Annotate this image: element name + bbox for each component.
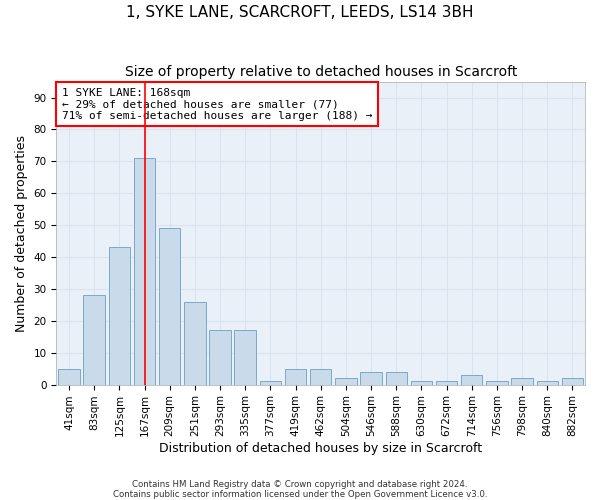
Bar (486, 382, 508, 384)
Bar (436, 382, 457, 384)
X-axis label: Distribution of detached houses by size in Scarcroft: Distribution of detached houses by size … (159, 442, 482, 455)
Bar (461, 375, 482, 384)
Bar (134, 158, 155, 384)
Bar (159, 228, 181, 384)
Bar (335, 378, 356, 384)
Bar (511, 378, 533, 384)
Y-axis label: Number of detached properties: Number of detached properties (15, 134, 28, 332)
Bar (386, 372, 407, 384)
Bar (361, 372, 382, 384)
Bar (235, 330, 256, 384)
Title: Size of property relative to detached houses in Scarcroft: Size of property relative to detached ho… (125, 65, 517, 79)
Bar (410, 382, 432, 384)
Bar (83, 296, 105, 384)
Text: Contains HM Land Registry data © Crown copyright and database right 2024.
Contai: Contains HM Land Registry data © Crown c… (113, 480, 487, 499)
Bar (109, 248, 130, 384)
Bar (310, 368, 331, 384)
Bar (260, 382, 281, 384)
Text: 1, SYKE LANE, SCARCROFT, LEEDS, LS14 3BH: 1, SYKE LANE, SCARCROFT, LEEDS, LS14 3BH (126, 5, 474, 20)
Bar (562, 378, 583, 384)
Bar (285, 368, 306, 384)
Text: 1 SYKE LANE: 168sqm
← 29% of detached houses are smaller (77)
71% of semi-detach: 1 SYKE LANE: 168sqm ← 29% of detached ho… (62, 88, 372, 121)
Bar (58, 368, 80, 384)
Bar (536, 382, 558, 384)
Bar (209, 330, 231, 384)
Bar (184, 302, 206, 384)
